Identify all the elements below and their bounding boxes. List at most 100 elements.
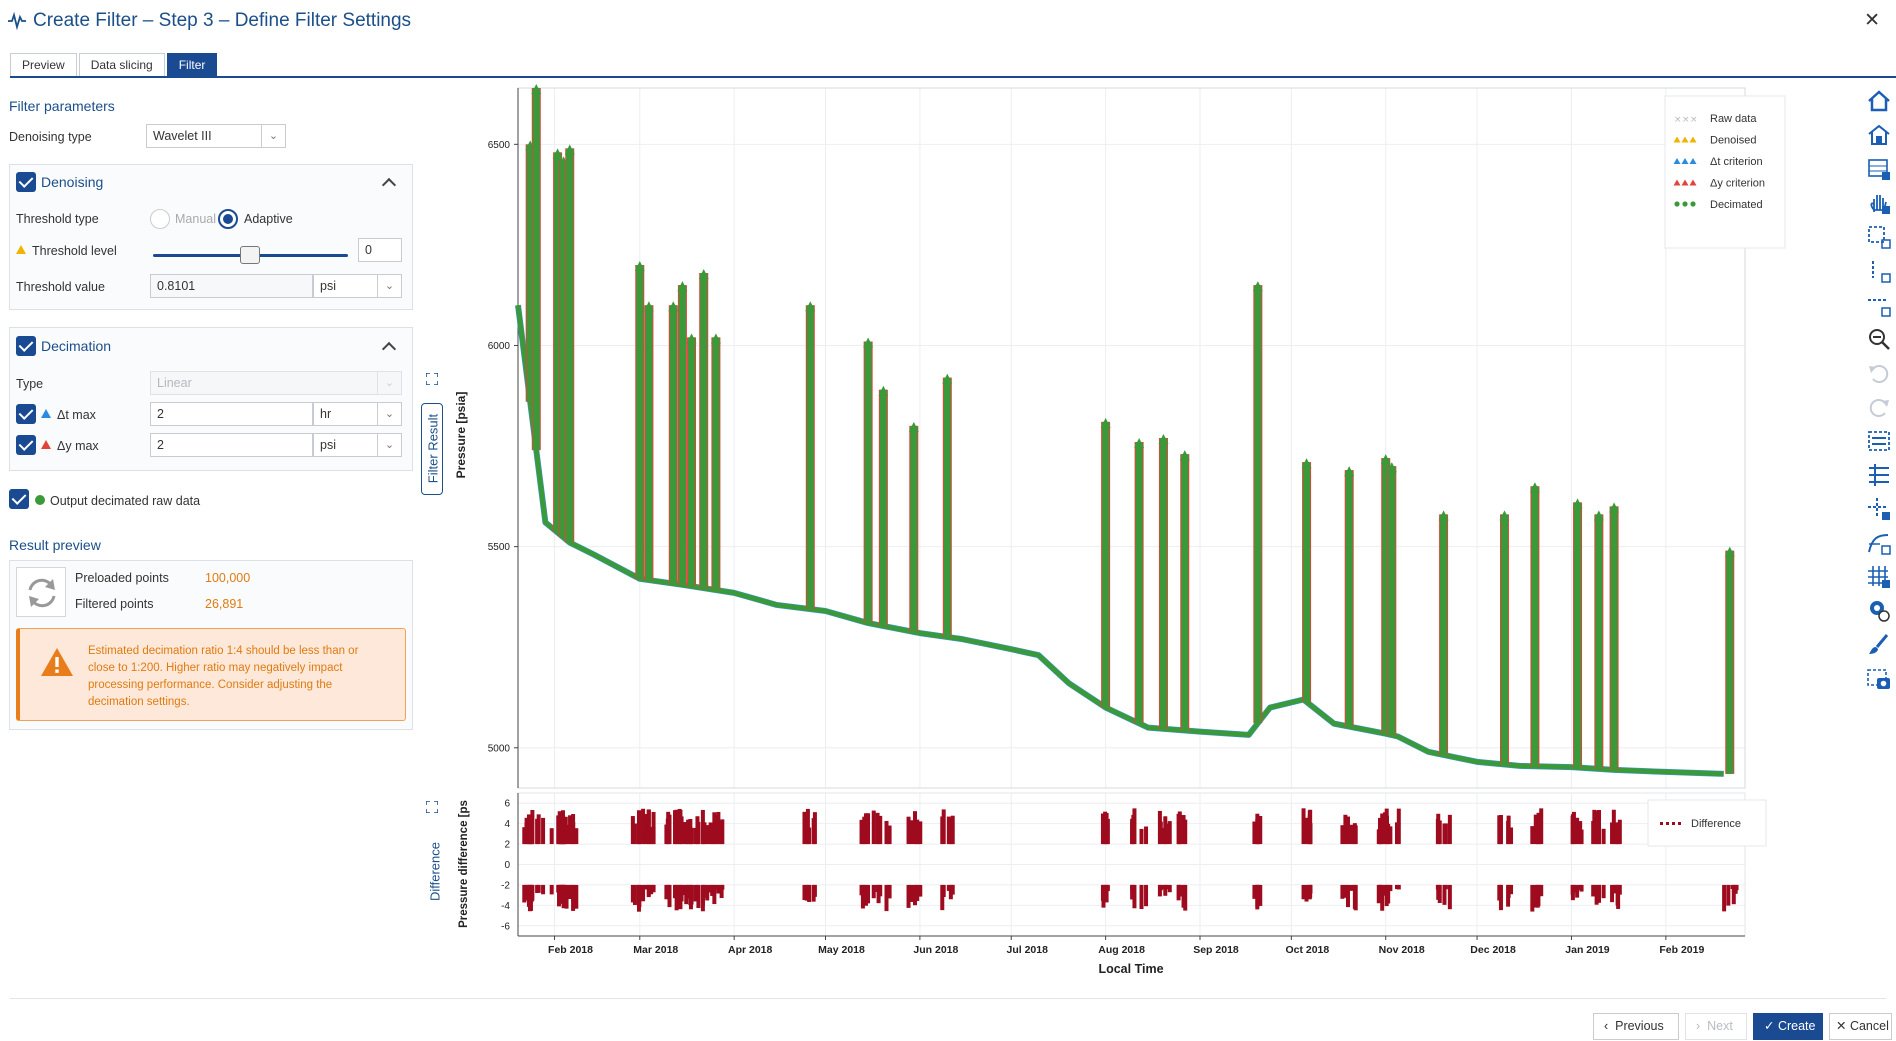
spike-top-marker xyxy=(1572,498,1583,509)
data-table-icon[interactable] xyxy=(1866,156,1892,182)
difference-point-low xyxy=(1164,884,1169,890)
output-decimated-checkbox[interactable] xyxy=(9,489,29,509)
denoising-checkbox[interactable] xyxy=(16,172,36,192)
difference-point-low xyxy=(1255,884,1260,895)
dt-max-input[interactable]: 2 xyxy=(150,402,313,426)
undo-icon[interactable] xyxy=(1866,360,1892,386)
cancel-button[interactable]: ✕ Cancel xyxy=(1829,1013,1892,1040)
difference-point-high xyxy=(574,828,579,845)
dt-unit-select[interactable]: hr ⌄ xyxy=(313,402,402,426)
difference-point-low xyxy=(860,884,865,909)
decimation-checkbox[interactable] xyxy=(16,336,36,356)
redo-icon[interactable] xyxy=(1866,394,1892,420)
tab-preview[interactable]: Preview xyxy=(10,53,77,77)
threshold-level-input[interactable]: 0 xyxy=(358,238,402,262)
tab-filter-result[interactable]: Filter Result xyxy=(421,403,443,495)
decimation-type-value: Linear xyxy=(157,376,192,390)
difference-point-low xyxy=(950,884,955,895)
difference-legend[interactable]: Difference xyxy=(1647,799,1767,847)
curve-tool-icon[interactable] xyxy=(1866,530,1892,556)
difference-point-high xyxy=(700,827,705,845)
pan-hand-icon[interactable] xyxy=(1866,190,1892,216)
difference-point-low xyxy=(1100,884,1105,901)
close-icon[interactable]: ✕ xyxy=(1864,10,1880,31)
threshold-unit-select[interactable]: psi ⌄ xyxy=(313,274,402,298)
y-zoom-icon[interactable] xyxy=(1866,258,1892,284)
difference-point-low xyxy=(712,884,717,905)
dt-max-checkbox[interactable] xyxy=(16,404,36,424)
manual-radio-label: Manual xyxy=(175,212,216,226)
warning-banner: Estimated decimation ratio 1:4 should be… xyxy=(16,628,406,721)
difference-point-low xyxy=(1308,884,1313,899)
difference-point-high xyxy=(1388,826,1393,845)
x-tick-label: Jun 2018 xyxy=(913,944,958,956)
difference-point-high xyxy=(541,817,546,845)
difference-point-low xyxy=(1167,884,1172,893)
difference-point-low xyxy=(561,884,566,898)
denoising-title: Denoising xyxy=(41,174,104,190)
difference-point-high xyxy=(1139,828,1144,845)
denoising-type-select[interactable]: Wavelet III ⌄ xyxy=(146,124,286,148)
dy-max-checkbox[interactable] xyxy=(16,435,36,455)
align-icon[interactable] xyxy=(1866,462,1892,488)
difference-point-low xyxy=(716,884,721,894)
crosshair-icon[interactable] xyxy=(1866,496,1892,522)
difference-point-low xyxy=(651,884,656,893)
difference-point-low xyxy=(1258,884,1263,906)
spike-top-marker xyxy=(1593,510,1604,521)
difference-point-high xyxy=(1506,815,1511,845)
brush-icon[interactable] xyxy=(1866,632,1892,658)
difference-point-high xyxy=(906,816,911,845)
difference-point-high xyxy=(1594,810,1599,845)
next-button[interactable]: › Next xyxy=(1685,1013,1747,1040)
difference-point-low xyxy=(536,884,541,893)
previous-button[interactable]: ‹ Previous xyxy=(1593,1013,1679,1040)
tab-filter[interactable]: Filter xyxy=(166,53,218,77)
spike-top-marker xyxy=(1100,417,1111,428)
x-tick-label: Jul 2018 xyxy=(1007,944,1049,956)
camera-snapshot-icon[interactable] xyxy=(1866,666,1892,692)
difference-point-low xyxy=(1177,884,1182,892)
difference-point-high xyxy=(651,826,656,845)
tab-data-slicing[interactable]: Data slicing xyxy=(78,53,165,77)
home-icon[interactable] xyxy=(1866,88,1892,114)
difference-point-high xyxy=(915,819,920,845)
difference-point-high xyxy=(887,825,892,845)
adaptive-radio[interactable] xyxy=(218,209,238,229)
legend-entry-label: Raw data xyxy=(1710,113,1757,125)
grid-toggle-icon[interactable] xyxy=(1866,564,1892,590)
zoom-out-icon[interactable] xyxy=(1866,326,1892,352)
difference-point-low xyxy=(1435,884,1440,890)
denoising-type-label: Denoising type xyxy=(9,130,92,144)
tab-underline xyxy=(10,76,1896,78)
manual-radio[interactable] xyxy=(150,209,170,229)
decimation-type-select[interactable]: Linear ⌄ xyxy=(150,371,402,395)
locate-point-icon[interactable] xyxy=(1866,598,1892,624)
threshold-slider-thumb[interactable] xyxy=(240,246,260,264)
x-zoom-icon[interactable] xyxy=(1866,292,1892,318)
difference-point-low xyxy=(1731,884,1736,905)
difference-point-low xyxy=(1388,884,1393,892)
triangle-marker xyxy=(1681,158,1689,164)
create-button[interactable]: ✓ Create xyxy=(1753,1013,1823,1040)
difference-point-low xyxy=(1383,884,1388,896)
refresh-button[interactable] xyxy=(16,567,66,617)
difference-point-low xyxy=(1722,884,1727,912)
box-zoom-icon[interactable] xyxy=(1866,224,1892,250)
difference-point-low xyxy=(529,884,534,902)
difference-point-high xyxy=(632,823,637,845)
difference-point-high xyxy=(1167,821,1172,845)
dy-max-input[interactable]: 2 xyxy=(150,433,313,457)
select-region-icon[interactable] xyxy=(1866,428,1892,454)
threshold-value-input[interactable]: 0.8101 xyxy=(150,274,313,298)
spike-top-marker xyxy=(552,148,563,159)
difference-point-low xyxy=(802,884,807,901)
dy-unit-select[interactable]: psi ⌄ xyxy=(313,433,402,457)
home-all-icon[interactable] xyxy=(1866,122,1892,148)
difference-point-low xyxy=(632,884,637,905)
x-tick-label: Jan 2019 xyxy=(1565,944,1610,956)
threshold-value-label: Threshold value xyxy=(16,280,105,294)
difference-point-low xyxy=(1536,884,1541,907)
